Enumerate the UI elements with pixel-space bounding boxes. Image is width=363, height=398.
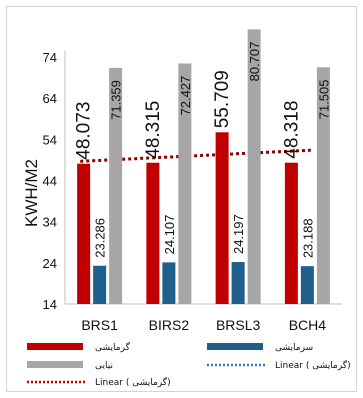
data-label: 55.709: [212, 70, 233, 128]
axes: 14 24 34 44 54 64 74 BRS1 BIRS2 BRSL3 BCH4: [43, 50, 342, 333]
bar: [231, 262, 245, 304]
bar: [247, 29, 261, 304]
bar: [109, 67, 123, 304]
data-label: 48.073: [74, 102, 95, 160]
x-tick-label: BCH4: [289, 317, 327, 333]
legend-label: Linear ( گرمایشی): [275, 359, 351, 371]
data-label: 80.707: [247, 42, 262, 82]
y-tick-label: 74: [43, 50, 57, 65]
data-label: 71.359: [109, 80, 124, 120]
data-label: 23.286: [93, 218, 108, 258]
bars: [77, 29, 330, 304]
legend-item-gray: نیایی: [27, 361, 113, 371]
bar: [93, 265, 107, 304]
x-tick-label: BRS1: [81, 317, 118, 333]
legend-label: نیایی: [95, 361, 113, 371]
data-label: 24.197: [231, 214, 246, 254]
bar: [215, 132, 229, 304]
chart-frame: 14 24 34 44 54 64 74 BRS1 BIRS2 BRSL3 BCH4 KWH/M2 …: [6, 6, 357, 392]
x-tick-label: BRSL3: [216, 317, 261, 333]
data-labels: 48.073 23.286 71.359 48.315 24.107 72.427 55.7…: [74, 42, 332, 259]
y-tick-label: 34: [43, 215, 57, 230]
data-label: 71.505: [316, 80, 331, 120]
y-tick-label: 44: [43, 174, 57, 189]
y-tick-label: 24: [43, 256, 57, 271]
y-tick-label: 14: [43, 297, 57, 312]
bar: [146, 162, 160, 304]
legend-item-heating: گرمایشی: [27, 341, 131, 353]
y-axis-label: KWH/M2: [22, 159, 41, 227]
x-tick-label: BIRS2: [149, 317, 190, 333]
legend-label: گرمایشی: [95, 341, 131, 353]
legend-item-trend-cooling: Linear ( گرمایشی): [207, 359, 351, 371]
legend-swatch: [27, 343, 83, 350]
data-label: 48.315: [143, 101, 164, 159]
data-label: 72.427: [178, 76, 193, 116]
legend: گرمایشی سرمایشی نیایی Linear ( گرمایشی) Line…: [27, 341, 351, 388]
data-label: 24.107: [162, 215, 177, 255]
y-tick-label: 64: [43, 91, 57, 106]
bar: [178, 63, 192, 304]
data-label: 48.318: [281, 101, 302, 159]
bar: [316, 67, 330, 304]
legend-label: Linear ( گرمایشی): [95, 376, 171, 388]
bar: [77, 163, 91, 304]
legend-label: سرمایشی: [275, 343, 313, 353]
bar: [284, 162, 298, 304]
legend-swatch: [207, 343, 263, 350]
legend-item-cooling: سرمایشی: [207, 343, 313, 353]
y-tick-label: 54: [43, 132, 57, 147]
legend-swatch: [27, 361, 83, 368]
data-label: 23.188: [300, 218, 315, 258]
bar: [300, 266, 314, 304]
legend-item-trend-heating: Linear ( گرمایشی): [27, 376, 171, 388]
bar: [162, 262, 176, 304]
